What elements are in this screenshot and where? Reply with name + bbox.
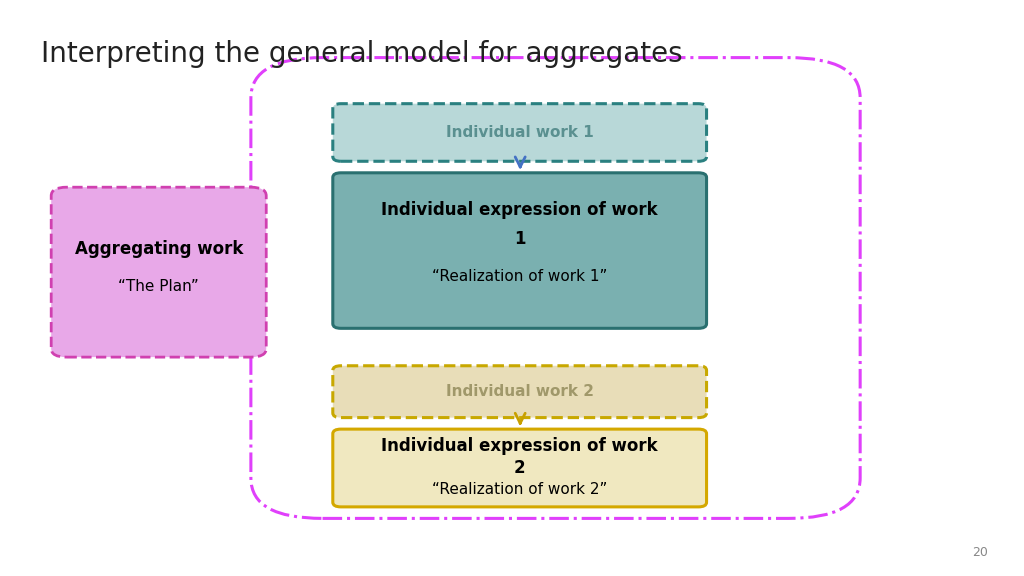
FancyBboxPatch shape [333, 173, 707, 328]
Text: “Realization of work 2”: “Realization of work 2” [432, 482, 607, 498]
Text: Individual expression of work: Individual expression of work [381, 437, 658, 455]
Text: “Realization of work 1”: “Realization of work 1” [432, 269, 607, 284]
Text: Individual work 2: Individual work 2 [445, 384, 594, 399]
FancyBboxPatch shape [333, 104, 707, 161]
Text: Individual expression of work: Individual expression of work [381, 201, 658, 219]
Text: Individual work 1: Individual work 1 [445, 125, 594, 140]
FancyBboxPatch shape [333, 429, 707, 507]
Text: Aggregating work: Aggregating work [75, 240, 243, 258]
FancyBboxPatch shape [333, 366, 707, 418]
Text: “The Plan”: “The Plan” [119, 279, 199, 294]
Text: 2: 2 [514, 459, 525, 477]
Text: 1: 1 [514, 230, 525, 248]
Text: 20: 20 [972, 545, 988, 559]
Text: Interpreting the general model for aggregates: Interpreting the general model for aggre… [41, 40, 683, 69]
FancyBboxPatch shape [51, 187, 266, 357]
